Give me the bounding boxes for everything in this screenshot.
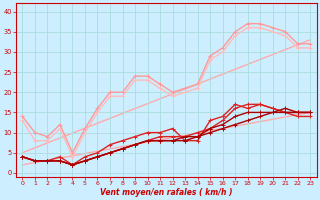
X-axis label: Vent moyen/en rafales ( km/h ): Vent moyen/en rafales ( km/h ) <box>100 188 233 197</box>
